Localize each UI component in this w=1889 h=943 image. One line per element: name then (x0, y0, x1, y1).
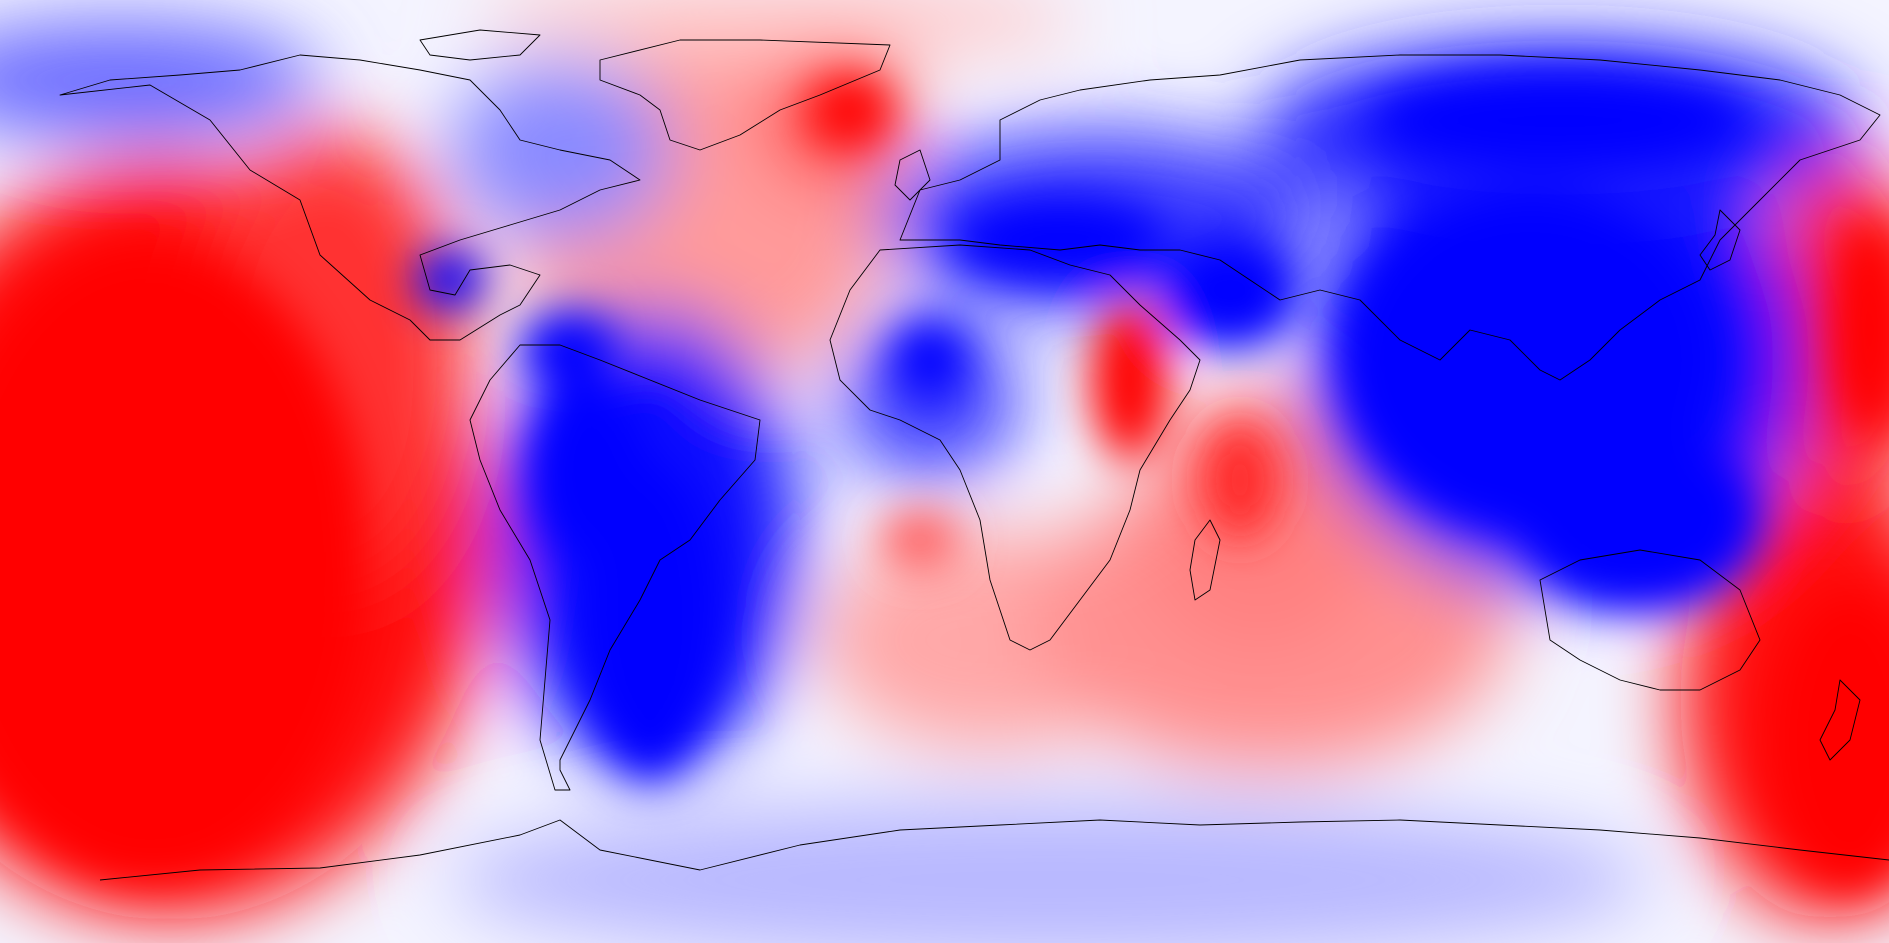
region-europe-mediterranean (1160, 230, 1300, 350)
region-antarctica (450, 800, 1650, 943)
coastline-layer (59, 29, 1889, 881)
arctic-islands-coastline (419, 29, 541, 61)
region-new-zealand-southwest-pacific (1770, 590, 1889, 890)
region-south-atlantic (880, 510, 960, 570)
greenland-coastline (599, 39, 891, 151)
madagascar-coastline (1189, 519, 1221, 601)
british-isles-coastline (894, 149, 931, 201)
region-western-pacific-east-of-japan (1830, 220, 1889, 440)
region-west-africa (890, 320, 970, 400)
japan-coastline (1699, 209, 1741, 271)
region-greenland-north-atlantic (810, 75, 890, 145)
north-america-coastline (59, 54, 641, 341)
region-south-indian-ocean (1200, 420, 1280, 540)
region-central-south-pacific (0, 240, 370, 880)
region-europe-mediterranean (950, 195, 1170, 285)
south-america-coastline (469, 344, 761, 791)
region-alaska-arctic (0, 20, 320, 140)
region-gulf-of-mexico (520, 310, 620, 390)
region-gulf-of-mexico (415, 250, 485, 310)
antarctica-coastline (99, 819, 1889, 881)
eurasia-coastline (899, 54, 1881, 381)
region-siberia (1370, 70, 1750, 170)
new-zealand-coastline (1819, 679, 1861, 761)
australia-coastline (1539, 549, 1761, 691)
region-south-america (530, 380, 650, 560)
field-core-layer (0, 70, 1889, 890)
region-arctic-pacific-rim (480, 0, 1080, 60)
region-asia-indian-ocean-australia (1520, 430, 1760, 610)
africa-coastline (829, 244, 1201, 651)
region-east-africa (1090, 300, 1170, 460)
